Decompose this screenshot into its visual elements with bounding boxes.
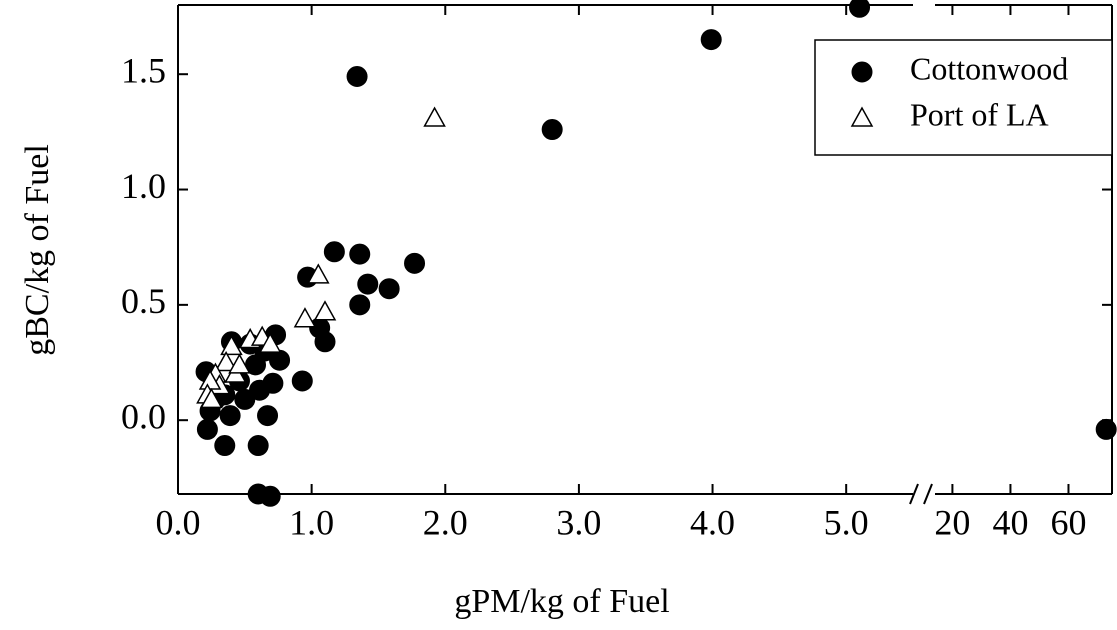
triangle-marker (850, 106, 874, 127)
circle-marker (1095, 418, 1117, 440)
x-tick-label: 20 (934, 502, 970, 542)
y-tick-label: 0.0 (121, 396, 166, 436)
legend-box (814, 39, 1113, 156)
x-axis-title: gPM/kg of Fuel (454, 583, 669, 620)
triangle-marker (293, 307, 317, 328)
x-tick-label: 4.0 (690, 502, 735, 542)
x-tick-label: 5.0 (824, 502, 869, 542)
circle-marker (247, 435, 269, 457)
circle-marker (349, 243, 371, 265)
legend-label: Cottonwood (910, 50, 1068, 86)
y-tick-label: 0.5 (121, 281, 166, 321)
circle-marker (291, 370, 313, 392)
y-tick-label: 1.0 (121, 166, 166, 206)
circle-marker (349, 294, 371, 316)
y-axis-title: gBC/kg of Fuel (19, 144, 56, 356)
triangle-marker (214, 350, 238, 372)
x-tick-label: 40 (992, 502, 1028, 542)
x-tick-label: 2.0 (423, 502, 468, 542)
circle-marker (257, 405, 279, 427)
x-tick-label: 0.0 (156, 502, 201, 542)
x-tick-label: 60 (1050, 502, 1086, 542)
circle-marker (404, 252, 426, 274)
circle-marker (214, 435, 236, 457)
triangle-marker (200, 387, 223, 409)
triangle-marker (228, 353, 251, 374)
x-tick-label: 3.0 (556, 502, 601, 542)
y-tick-label: 1.5 (121, 50, 166, 90)
circle-marker (314, 331, 336, 353)
triangle-marker (423, 106, 446, 127)
triangle-marker (220, 334, 243, 356)
circle-marker (541, 119, 563, 141)
axis-break (923, 483, 933, 505)
circle-marker (196, 418, 218, 440)
legend-label: Port of LA (910, 96, 1049, 132)
circle-marker (346, 66, 368, 88)
triangle-marker (307, 263, 330, 284)
x-tick-label: 1.0 (289, 502, 334, 542)
triangle-marker (313, 300, 337, 321)
circle-marker (851, 61, 873, 83)
circle-marker (700, 29, 722, 51)
circle-marker (323, 241, 345, 263)
circle-marker (849, 0, 871, 18)
axis-break (909, 483, 919, 505)
circle-marker (357, 273, 379, 295)
circle-marker (249, 379, 271, 401)
circle-marker (378, 278, 400, 300)
circle-marker (259, 485, 281, 507)
circle-marker (219, 405, 241, 427)
triangle-marker (258, 332, 282, 353)
